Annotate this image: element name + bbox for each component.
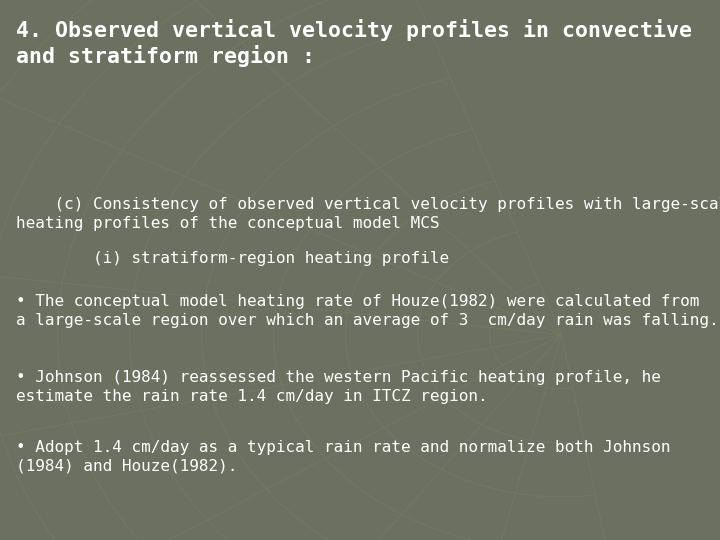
Text: • Adopt 1.4 cm/day as a typical rain rate and normalize both Johnson
(1984) and : • Adopt 1.4 cm/day as a typical rain rat… xyxy=(16,440,670,474)
Text: (i) stratiform-region heating profile: (i) stratiform-region heating profile xyxy=(16,251,449,266)
Text: (c) Consistency of observed vertical velocity profiles with large-scale
heating : (c) Consistency of observed vertical vel… xyxy=(16,197,720,231)
Text: • The conceptual model heating rate of Houze(1982) were calculated from
a large-: • The conceptual model heating rate of H… xyxy=(16,294,719,328)
Text: 4. Observed vertical velocity profiles in convective
and stratiform region :: 4. Observed vertical velocity profiles i… xyxy=(16,19,692,68)
Text: • Johnson (1984) reassessed the western Pacific heating profile, he
estimate the: • Johnson (1984) reassessed the western … xyxy=(16,370,661,403)
